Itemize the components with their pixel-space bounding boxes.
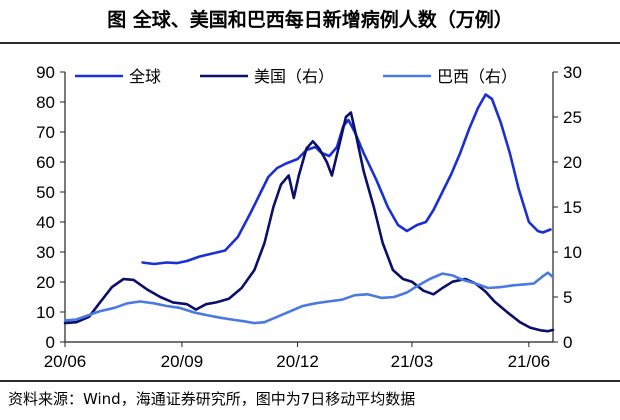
right-y-tick-label: 0 [563,333,572,352]
chart-title: 图 全球、美国和巴西每日新增病例人数（万例） [0,0,620,44]
left-y-tick-label: 70 [36,123,55,142]
legend-global: 全球 [75,67,161,86]
left-y-tick-label: 10 [36,303,55,322]
axes-group: 0 10 20 30 40 50 60 70 80 90 0 5 10 15 20 25 30 20/06 20/0… [36,63,582,371]
x-tick-label: 20/09 [161,352,204,371]
series-brazil-line [63,271,555,325]
left-y-tick-label: 30 [36,243,55,262]
legend-us-label: 美国（右） [254,67,334,86]
right-y-tick-label: 5 [563,288,572,307]
series-group [63,93,555,333]
left-y-tick-label: 40 [36,213,55,232]
left-y-tick-label: 90 [36,63,55,82]
left-y-tick-label: 80 [36,93,55,112]
legend-global-label: 全球 [129,67,161,86]
series-us-line [63,111,555,333]
left-y-tick-label: 20 [36,273,55,292]
left-y-tick-label: 50 [36,183,55,202]
x-tick-label: 20/12 [276,352,319,371]
legend-us: 美国（右） [200,67,334,86]
legend-brazil-label: 巴西（右） [437,67,517,86]
right-y-tick-label: 30 [563,63,582,82]
right-y-tick-label: 15 [563,198,582,217]
legend: 全球 美国（右） 巴西（右） [75,67,517,86]
legend-brazil: 巴西（右） [383,67,517,86]
x-tick-label: 21/03 [391,352,434,371]
left-y-tick-label: 0 [46,333,55,352]
x-tick-label: 20/06 [44,352,87,371]
right-y-tick-label: 20 [563,153,582,172]
x-tick-label: 21/06 [508,352,551,371]
left-y-tick-label: 60 [36,153,55,172]
right-y-tick-label: 25 [563,108,582,127]
source-note: 资料来源：Wind，海通证券研究所，图中为7日移动平均数据 [0,380,620,420]
right-y-tick-label: 10 [563,243,582,262]
